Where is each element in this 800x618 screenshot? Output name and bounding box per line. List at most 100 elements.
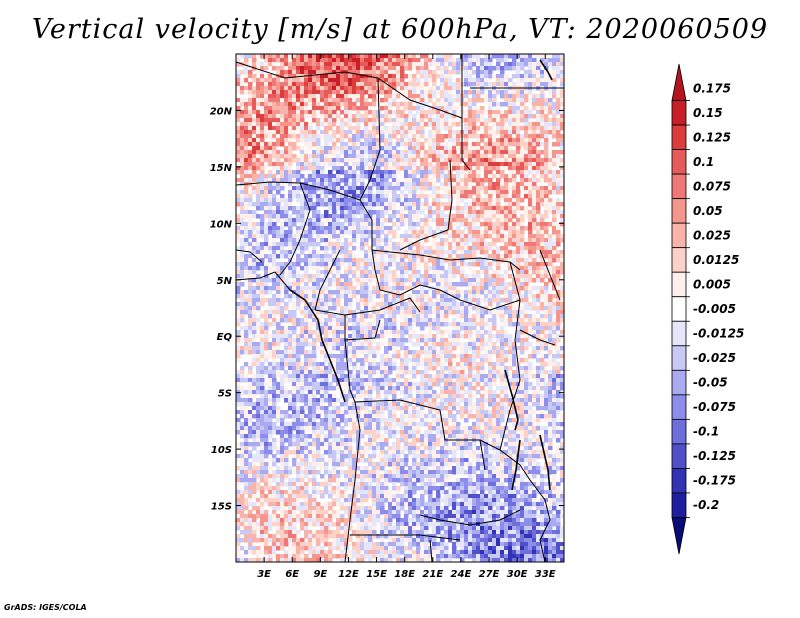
field-cell bbox=[252, 274, 257, 279]
field-cell bbox=[504, 178, 509, 183]
field-cell bbox=[528, 62, 533, 67]
field-cell bbox=[492, 122, 497, 127]
field-cell bbox=[368, 230, 373, 235]
field-cell bbox=[288, 174, 293, 179]
field-cell bbox=[516, 122, 521, 127]
field-cell bbox=[256, 134, 261, 139]
field-cell bbox=[380, 146, 385, 151]
field-cell bbox=[344, 254, 349, 259]
field-cell bbox=[480, 334, 485, 339]
field-cell bbox=[320, 86, 325, 91]
field-cell bbox=[296, 270, 301, 275]
field-cell bbox=[360, 66, 365, 71]
field-cell bbox=[552, 218, 557, 223]
field-cell bbox=[452, 150, 457, 155]
field-cell bbox=[256, 246, 261, 251]
field-cell bbox=[432, 218, 437, 223]
field-cell bbox=[416, 314, 421, 319]
field-cell bbox=[456, 238, 461, 243]
field-cell bbox=[356, 58, 361, 63]
field-cell bbox=[516, 254, 521, 259]
field-cell bbox=[468, 70, 473, 75]
field-cell bbox=[304, 318, 309, 323]
field-cell bbox=[396, 246, 401, 251]
field-cell bbox=[328, 302, 333, 307]
field-cell bbox=[336, 322, 341, 327]
field-cell bbox=[316, 218, 321, 223]
field-cell bbox=[500, 174, 505, 179]
field-cell bbox=[464, 102, 469, 107]
field-cell bbox=[468, 330, 473, 335]
field-cell bbox=[308, 206, 313, 211]
field-cell bbox=[552, 226, 557, 231]
field-cell bbox=[244, 186, 249, 191]
field-cell bbox=[312, 102, 317, 107]
field-cell bbox=[324, 294, 329, 299]
field-cell bbox=[292, 322, 297, 327]
field-cell bbox=[288, 250, 293, 255]
field-cell bbox=[508, 78, 513, 83]
field-cell bbox=[272, 106, 277, 111]
field-cell bbox=[236, 154, 241, 159]
field-cell bbox=[272, 150, 277, 155]
field-cell bbox=[488, 174, 493, 179]
field-cell bbox=[496, 254, 501, 259]
field-cell bbox=[436, 126, 441, 131]
field-cell bbox=[280, 54, 285, 59]
field-cell bbox=[360, 234, 365, 239]
field-cell bbox=[372, 82, 377, 87]
field-cell bbox=[408, 230, 413, 235]
field-cell bbox=[352, 278, 357, 283]
field-cell bbox=[448, 302, 453, 307]
field-cell bbox=[340, 170, 345, 175]
field-cell bbox=[432, 294, 437, 299]
field-cell bbox=[436, 314, 441, 319]
field-cell bbox=[524, 210, 529, 215]
field-cell bbox=[304, 130, 309, 135]
field-cell bbox=[392, 186, 397, 191]
field-cell bbox=[304, 94, 309, 99]
field-cell bbox=[288, 330, 293, 335]
field-cell bbox=[372, 326, 377, 331]
field-cell bbox=[524, 226, 529, 231]
field-cell bbox=[500, 154, 505, 159]
field-cell bbox=[464, 186, 469, 191]
field-cell bbox=[292, 330, 297, 335]
field-cell bbox=[276, 302, 281, 307]
field-cell bbox=[240, 114, 245, 119]
field-cell bbox=[408, 90, 413, 95]
field-cell bbox=[504, 190, 509, 195]
field-cell bbox=[356, 166, 361, 171]
field-cell bbox=[268, 270, 273, 275]
field-cell bbox=[368, 262, 373, 267]
field-cell bbox=[484, 210, 489, 215]
field-cell bbox=[424, 74, 429, 79]
field-cell bbox=[280, 238, 285, 243]
field-cell bbox=[436, 146, 441, 151]
field-cell bbox=[448, 270, 453, 275]
field-cell bbox=[544, 226, 549, 231]
field-cell bbox=[496, 158, 501, 163]
field-cell bbox=[368, 58, 373, 63]
field-cell bbox=[348, 254, 353, 259]
field-cell bbox=[300, 214, 305, 219]
field-cell bbox=[352, 70, 357, 75]
field-cell bbox=[508, 254, 513, 259]
field-cell bbox=[396, 102, 401, 107]
field-cell bbox=[484, 218, 489, 223]
field-cell bbox=[340, 122, 345, 127]
field-cell bbox=[284, 250, 289, 255]
field-cell bbox=[356, 122, 361, 127]
field-cell bbox=[272, 118, 277, 123]
field-cell bbox=[316, 214, 321, 219]
field-cell bbox=[548, 186, 553, 191]
field-cell bbox=[504, 202, 509, 207]
field-cell bbox=[512, 94, 517, 99]
field-cell bbox=[528, 234, 533, 239]
field-cell bbox=[292, 134, 297, 139]
field-cell bbox=[352, 138, 357, 143]
field-cell bbox=[244, 54, 249, 59]
field-cell bbox=[344, 162, 349, 167]
field-cell bbox=[328, 150, 333, 155]
field-cell bbox=[380, 86, 385, 91]
